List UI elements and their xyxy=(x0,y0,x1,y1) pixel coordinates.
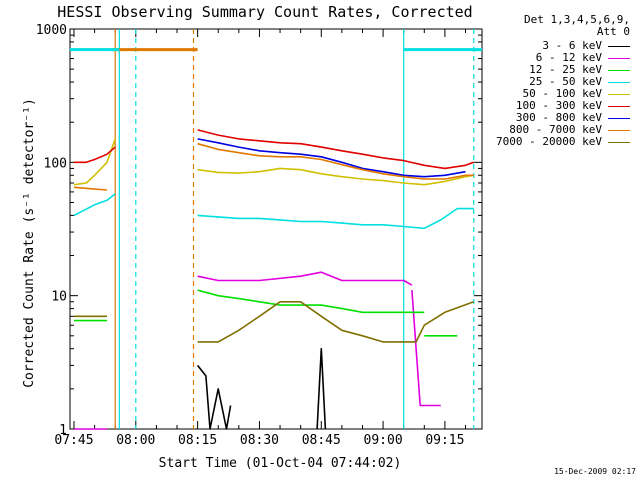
series-line-4 xyxy=(73,138,116,186)
legend-swatch xyxy=(608,46,630,47)
x-tick-label: 08:15 xyxy=(178,433,217,448)
x-axis: 07:45 08:00 08:15 08:30 08:45 09:00 09:15 xyxy=(54,29,467,448)
legend-label: 100 - 300 keV xyxy=(515,99,602,112)
series-line-7 xyxy=(197,142,474,180)
legend-swatch xyxy=(608,130,630,131)
legend-title-line: Att 0 xyxy=(596,25,630,38)
y-tick-label: 100 xyxy=(44,156,67,171)
legend-swatch xyxy=(608,118,630,119)
y-tick-label: 1000 xyxy=(36,23,67,38)
legend-title-line: Det 1,3,4,5,6,9, xyxy=(524,13,630,26)
y-axis: 1 10 100 1000 xyxy=(36,23,482,438)
series-line-3 xyxy=(73,193,116,217)
series-line-6 xyxy=(197,138,466,178)
series-line-8 xyxy=(197,300,475,343)
x-tick-label: 08:30 xyxy=(240,433,279,448)
chart-title: HESSI Observing Summary Count Rates, Cor… xyxy=(57,3,472,21)
y-tick-label: 1 xyxy=(59,423,67,438)
x-tick-label: 08:45 xyxy=(302,433,341,448)
legend-swatch xyxy=(608,70,630,71)
series-line-2 xyxy=(197,289,425,314)
legend-swatch xyxy=(608,106,630,107)
legend-label: 12 - 25 keV xyxy=(529,63,602,76)
legend-swatch xyxy=(608,94,630,95)
series-line-3 xyxy=(197,207,474,230)
legend-label: 25 - 50 keV xyxy=(529,75,602,88)
plot-border xyxy=(69,28,483,430)
series-line-0 xyxy=(316,347,327,430)
series-line-7 xyxy=(73,186,108,191)
legend-label: 7000 - 20000 keV xyxy=(496,135,602,148)
x-tick-label: 07:45 xyxy=(54,433,93,448)
series-group xyxy=(73,129,475,430)
vertical-markers xyxy=(114,29,475,429)
series-line-5 xyxy=(197,129,475,170)
footer-date: 15-Dec-2009 02:17 xyxy=(554,467,636,476)
series-line-1 xyxy=(197,271,413,286)
series-line-0 xyxy=(196,364,232,430)
legend-label: 50 - 100 keV xyxy=(522,87,602,100)
legend-label: 6 - 12 keV xyxy=(535,51,602,64)
legend-label: 3 - 6 keV xyxy=(542,39,602,52)
legend-swatch xyxy=(608,142,630,143)
series-line-5 xyxy=(74,146,116,164)
y-tick-label: 10 xyxy=(51,290,67,305)
legend-label: 300 - 800 keV xyxy=(515,111,602,124)
legend-swatch xyxy=(608,58,630,59)
y-axis-label: Corrected Count Rate (s⁻¹ detector⁻¹) xyxy=(22,98,37,388)
x-tick-label: 09:15 xyxy=(425,433,464,448)
x-tick-label: 08:00 xyxy=(116,433,155,448)
series-line-1 xyxy=(411,290,441,407)
legend-label: 800 - 7000 keV xyxy=(509,123,602,136)
plot-frame xyxy=(69,28,483,430)
series-line-4 xyxy=(197,167,474,186)
x-axis-label: Start Time (01-Oct-04 07:44:02) xyxy=(159,456,402,471)
x-tick-label: 09:00 xyxy=(364,433,403,448)
legend-swatch xyxy=(608,82,630,83)
